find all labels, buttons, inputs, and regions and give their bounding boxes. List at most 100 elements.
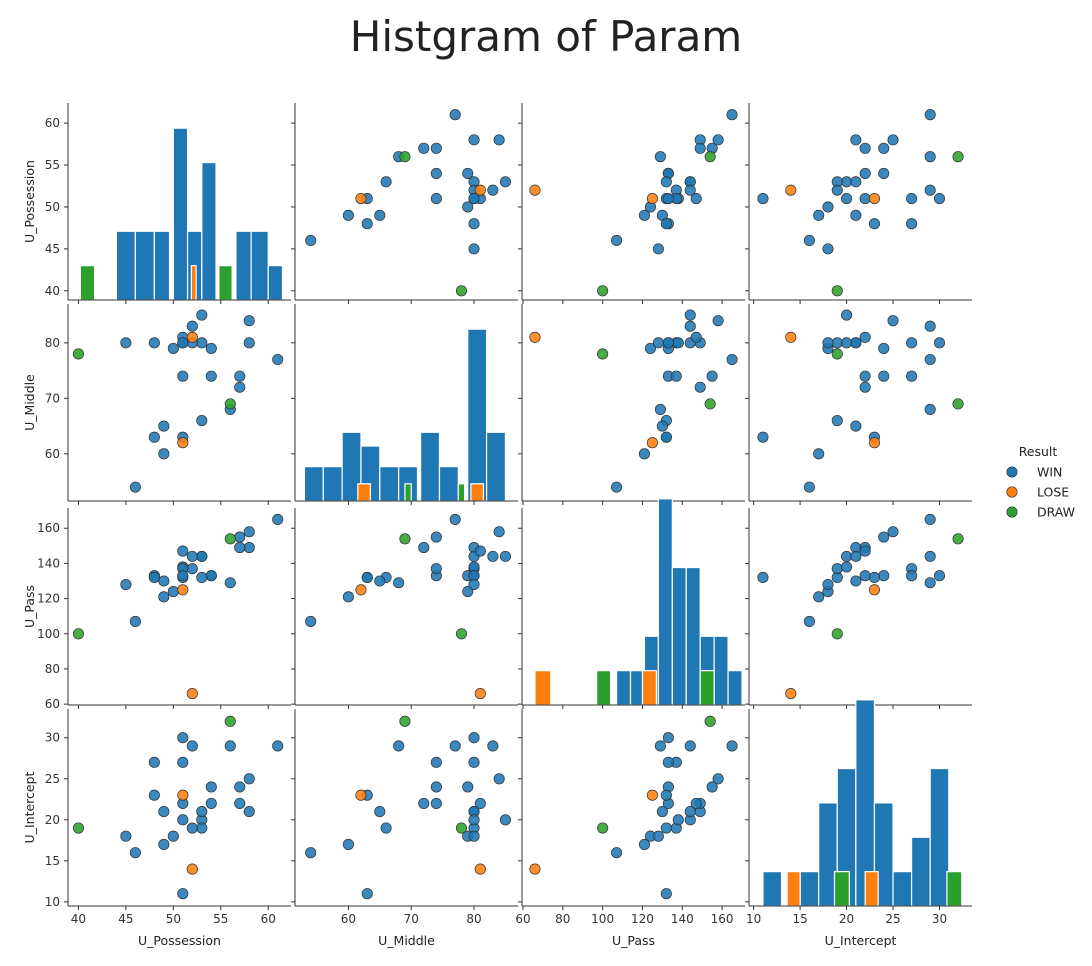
hist-bar-win <box>134 230 155 301</box>
y-tick-label: 30 <box>45 731 60 745</box>
scatter-point-win <box>933 193 946 205</box>
scatter-point-lose <box>868 193 880 205</box>
scatter-point-win <box>887 315 899 327</box>
scatter-point-draw <box>455 822 468 834</box>
scatter-point-win <box>850 134 862 146</box>
scatter-point-win <box>924 353 936 366</box>
y-tick-label: 45 <box>45 242 60 256</box>
scatter-point-win <box>924 550 936 562</box>
scatter-point-win <box>662 337 674 349</box>
scatter-point-win <box>374 575 386 587</box>
scatter-point-win <box>684 184 696 196</box>
scatter-point-win <box>167 830 179 842</box>
scatter-point-win <box>430 781 442 793</box>
x-tick-label: 15 <box>792 912 807 926</box>
hist-bar-draw <box>404 483 412 502</box>
scatter-point-win <box>662 732 674 744</box>
scatter-point-win <box>177 756 189 768</box>
x-tick-label: 140 <box>671 912 694 926</box>
scatter-point-win <box>234 781 246 793</box>
scatter-point-win <box>196 309 208 321</box>
scatter-point-win <box>393 740 405 752</box>
legend: Result WIN LOSE DRAW <box>1006 444 1075 520</box>
scatter-point-win <box>757 571 769 584</box>
y-tick-label: 60 <box>45 116 60 130</box>
hist-bar-win <box>250 230 269 301</box>
scatter-point-win <box>841 176 853 188</box>
scatter-point-win <box>158 448 170 460</box>
legend-label-draw: DRAW <box>1037 505 1075 520</box>
scatter-point-win <box>906 193 918 205</box>
scatter-point-win <box>878 342 890 354</box>
scatter-point-win <box>418 542 430 554</box>
scatter-point-win <box>878 370 890 382</box>
x-tick-label: 55 <box>213 912 228 926</box>
hist-bar-draw <box>946 871 963 907</box>
scatter-point-win <box>449 740 461 752</box>
y-tick-label: 60 <box>45 447 60 461</box>
hist-bar-win <box>115 230 136 301</box>
scatter-point-win <box>468 193 480 205</box>
scatter-point-win <box>841 550 853 562</box>
scatter-point-win <box>243 542 255 554</box>
scatter-point-win <box>660 789 672 801</box>
hist-bar-draw <box>218 265 233 301</box>
scatter-point-win <box>712 773 724 785</box>
scatter-point-win <box>158 575 170 587</box>
scatter-point-win <box>684 309 696 321</box>
scatter-point-lose <box>785 184 797 196</box>
scatter-point-win <box>638 838 651 850</box>
scatter-point-win <box>831 414 843 427</box>
scatter-point-draw <box>704 151 716 163</box>
scatter-point-win <box>468 732 480 744</box>
scatter-point-win <box>342 209 354 221</box>
scatter-point-win <box>924 403 936 415</box>
chart-title: Histgram of Param <box>349 12 743 61</box>
scatter-point-win <box>418 797 430 809</box>
scatter-point-win <box>430 563 442 575</box>
scatter-point-win <box>850 176 862 188</box>
scatter-point-win <box>361 888 373 900</box>
scatter-point-win <box>468 218 480 230</box>
scatter-point-win <box>660 888 672 900</box>
y-tick-label: 20 <box>45 813 60 827</box>
scatter-point-win <box>706 370 718 382</box>
hist-bar-win <box>201 161 217 301</box>
scatter-point-win <box>859 370 871 382</box>
panel-u-possession-vs-u-intercept <box>745 103 972 304</box>
scatter-point-draw <box>597 822 609 834</box>
x-tick-label: 25 <box>885 912 900 926</box>
scatter-point-win <box>706 781 718 793</box>
scatter-point-lose <box>529 184 541 196</box>
scatter-point-win <box>129 481 141 493</box>
scatter-point-win <box>924 109 936 121</box>
scatter-point-win <box>177 370 189 382</box>
scatter-point-win <box>474 797 486 809</box>
scatter-point-win <box>305 847 317 859</box>
hist-bar-win <box>713 635 729 706</box>
hist-bar-win <box>379 466 400 502</box>
hist-bar-draw <box>457 483 466 502</box>
scatter-point-win <box>468 134 480 146</box>
scatter-point-win <box>148 337 160 349</box>
scatter-point-win <box>342 591 354 603</box>
scatter-point-draw <box>72 822 84 834</box>
scatter-point-win <box>712 315 724 327</box>
scatter-point-win <box>158 806 170 818</box>
scatter-point-win <box>850 209 862 221</box>
panel-u-intercept-vs-u-middle: 60 70 80 <box>291 709 518 926</box>
x-tick-label: 160 <box>711 912 734 926</box>
scatter-point-win <box>430 756 442 768</box>
panel-u-pass-vs-u-pass <box>518 498 745 709</box>
scatter-point-win <box>726 109 738 121</box>
y-tick-label: 120 <box>37 592 60 606</box>
hist-bar-win <box>172 127 189 301</box>
legend-marker-draw <box>1006 506 1018 518</box>
scatter-point-win <box>430 142 442 154</box>
scatter-point-win <box>177 814 189 826</box>
scatter-point-win <box>906 218 918 230</box>
scatter-point-win <box>660 822 672 834</box>
scatter-point-win <box>684 740 696 752</box>
scatter-point-win <box>638 209 651 221</box>
scatter-point-win <box>850 575 862 587</box>
